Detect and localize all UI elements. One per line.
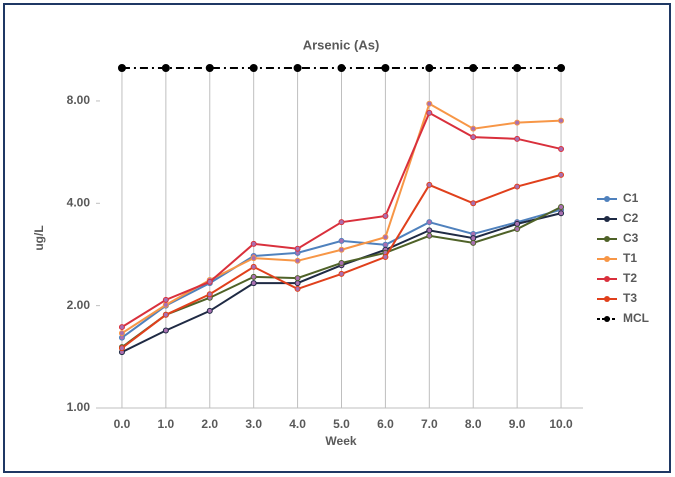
data-point bbox=[338, 270, 345, 277]
data-point bbox=[470, 200, 477, 207]
data-point bbox=[426, 232, 433, 239]
y-axis-label: ug/L bbox=[32, 225, 46, 250]
legend-marker bbox=[604, 216, 610, 222]
y-tick-label: 4.00 bbox=[67, 195, 91, 209]
data-point bbox=[337, 64, 346, 72]
data-point bbox=[514, 183, 521, 190]
legend-marker bbox=[604, 276, 610, 282]
data-point bbox=[250, 240, 257, 247]
data-point bbox=[118, 330, 125, 337]
data-point bbox=[205, 64, 214, 72]
chart-title: Arsenic (As) bbox=[303, 37, 380, 52]
data-point bbox=[250, 263, 257, 270]
data-point bbox=[426, 219, 433, 226]
data-point bbox=[250, 255, 257, 262]
legend-label: T2 bbox=[623, 271, 637, 285]
legend-marker bbox=[604, 236, 610, 242]
data-point bbox=[470, 134, 477, 141]
data-point bbox=[382, 234, 389, 241]
data-point bbox=[294, 280, 301, 287]
data-point bbox=[514, 135, 521, 142]
x-tick-label: 1.0 bbox=[158, 417, 175, 431]
data-point bbox=[382, 254, 389, 261]
data-point bbox=[513, 64, 522, 72]
data-point bbox=[250, 273, 257, 280]
data-point bbox=[161, 64, 170, 72]
x-tick-label: 9.0 bbox=[509, 417, 526, 431]
x-tick-label: 2.0 bbox=[201, 417, 218, 431]
data-point bbox=[558, 145, 565, 152]
x-tick-label: 10.0 bbox=[549, 417, 573, 431]
data-point bbox=[514, 220, 521, 227]
data-point bbox=[514, 226, 521, 233]
data-point bbox=[426, 181, 433, 188]
data-point bbox=[382, 213, 389, 220]
legend-label: T3 bbox=[623, 291, 637, 305]
data-point bbox=[162, 296, 169, 303]
x-tick-label: 0.0 bbox=[114, 417, 131, 431]
legend-marker bbox=[604, 196, 610, 202]
data-point bbox=[558, 171, 565, 178]
data-point bbox=[469, 64, 478, 72]
data-point bbox=[558, 204, 565, 211]
data-point bbox=[514, 119, 521, 126]
data-point bbox=[470, 239, 477, 246]
data-point bbox=[558, 117, 565, 124]
y-tick-label: 1.00 bbox=[67, 400, 91, 414]
data-point bbox=[293, 64, 302, 72]
data-point bbox=[557, 64, 566, 72]
data-point bbox=[118, 345, 125, 352]
data-point bbox=[206, 278, 213, 285]
data-point bbox=[249, 64, 258, 72]
legend-label: C3 bbox=[623, 231, 639, 245]
y-tick-label: 2.00 bbox=[67, 298, 91, 312]
legend-label: T1 bbox=[623, 251, 637, 265]
legend-marker bbox=[604, 316, 610, 322]
data-point bbox=[117, 64, 126, 72]
data-point bbox=[426, 100, 433, 107]
data-point bbox=[470, 125, 477, 132]
legend-label: C1 bbox=[623, 191, 639, 205]
data-point bbox=[162, 327, 169, 334]
x-tick-label: 8.0 bbox=[465, 417, 482, 431]
data-point bbox=[162, 311, 169, 318]
x-tick-label: 5.0 bbox=[333, 417, 350, 431]
data-point bbox=[338, 237, 345, 244]
data-point bbox=[338, 246, 345, 253]
data-point bbox=[426, 109, 433, 116]
x-tick-label: 7.0 bbox=[421, 417, 438, 431]
data-point bbox=[118, 324, 125, 331]
legend-marker bbox=[604, 256, 610, 262]
legend-label: C2 bbox=[623, 211, 639, 225]
y-tick-label: 8.00 bbox=[67, 93, 91, 107]
legend-label: MCL bbox=[623, 311, 649, 325]
legend-marker bbox=[604, 296, 610, 302]
x-tick-label: 6.0 bbox=[377, 417, 394, 431]
data-point bbox=[206, 291, 213, 298]
x-axis-label: Week bbox=[325, 434, 356, 448]
data-point bbox=[294, 275, 301, 282]
data-point bbox=[426, 227, 433, 234]
data-point bbox=[338, 219, 345, 226]
data-point bbox=[206, 307, 213, 314]
data-point bbox=[294, 245, 301, 252]
data-point bbox=[425, 64, 434, 72]
data-point bbox=[382, 241, 389, 248]
data-point bbox=[381, 64, 390, 72]
data-point bbox=[338, 259, 345, 266]
data-point bbox=[250, 280, 257, 287]
x-tick-label: 3.0 bbox=[245, 417, 262, 431]
data-point bbox=[294, 285, 301, 292]
x-tick-label: 4.0 bbox=[289, 417, 306, 431]
data-point bbox=[558, 210, 565, 217]
data-point bbox=[162, 301, 169, 308]
chart-frame bbox=[3, 3, 671, 473]
data-point bbox=[294, 257, 301, 264]
